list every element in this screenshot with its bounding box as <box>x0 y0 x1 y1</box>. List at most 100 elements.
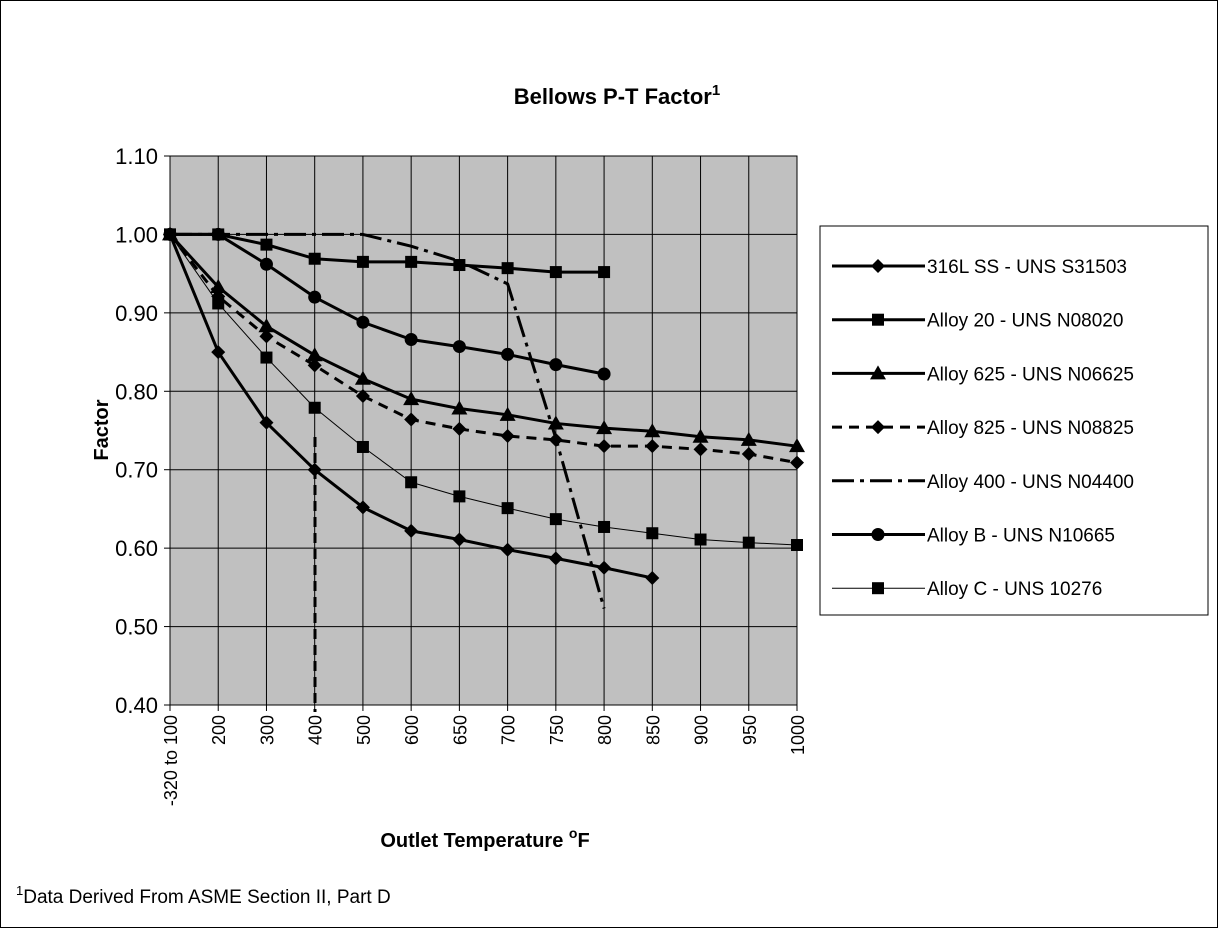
marker <box>598 520 611 533</box>
marker <box>404 523 419 538</box>
x-tick-label: 700 <box>499 715 519 745</box>
marker <box>308 290 322 304</box>
marker <box>500 428 515 443</box>
x-tick-label: 200 <box>209 715 229 745</box>
y-tick-label: 0.70 <box>115 458 158 483</box>
series-line <box>170 232 605 376</box>
legend-label: Alloy 20 - UNS N08020 <box>927 311 1123 332</box>
footnote: 1Data Derived From ASME Section II, Part… <box>16 883 391 908</box>
marker <box>356 255 369 268</box>
marker <box>501 262 514 275</box>
x-tick-label: 650 <box>450 715 470 745</box>
marker <box>260 238 273 251</box>
marker <box>259 415 274 430</box>
footnote-text: Data Derived From ASME Section II, Part … <box>23 887 390 908</box>
x-tick-label: 400 <box>306 715 326 745</box>
x-tick-label: 1000 <box>788 715 808 755</box>
series-line <box>170 232 606 609</box>
marker <box>597 367 611 381</box>
marker <box>692 428 709 443</box>
marker <box>790 455 804 470</box>
marker <box>645 439 660 454</box>
marker <box>355 388 370 403</box>
marker <box>549 513 562 526</box>
marker <box>306 347 323 362</box>
marker <box>405 476 418 489</box>
x-tick-label: 950 <box>740 715 760 745</box>
marker <box>403 391 420 406</box>
marker <box>871 420 885 435</box>
marker <box>499 406 516 421</box>
series-line <box>169 234 798 546</box>
marker <box>789 438 805 453</box>
marker <box>355 500 370 515</box>
legend-label: Alloy 825 - UNS N08825 <box>927 418 1134 439</box>
marker <box>549 266 562 279</box>
y-tick-label: 0.40 <box>115 693 158 718</box>
marker <box>356 440 369 453</box>
marker <box>259 329 274 344</box>
marker <box>164 228 176 241</box>
marker <box>597 560 612 575</box>
x-tick-label: 850 <box>643 715 663 745</box>
marker <box>211 227 225 241</box>
marker <box>872 313 884 326</box>
legend-label: Alloy C - UNS 10276 <box>927 579 1102 600</box>
y-axis-label: Factor <box>91 399 113 460</box>
marker <box>308 401 321 414</box>
x-tick-label: -320 to 100 <box>161 715 181 806</box>
marker <box>260 351 273 364</box>
title-superscript: 1 <box>712 82 720 99</box>
marker <box>500 542 515 557</box>
marker <box>308 252 321 265</box>
marker <box>598 266 611 279</box>
x-tick-label: 800 <box>595 715 615 745</box>
marker <box>742 536 755 549</box>
series-line <box>170 232 605 274</box>
chart-title: Bellows P-T Factor1 <box>514 82 720 109</box>
marker <box>871 259 885 273</box>
legend-label: Alloy B - UNS N10665 <box>927 526 1115 547</box>
marker <box>452 532 467 547</box>
y-tick-label: 0.90 <box>115 301 158 326</box>
marker <box>259 257 273 271</box>
x-label-unit: F <box>577 830 589 852</box>
marker <box>451 400 468 415</box>
marker <box>694 533 707 546</box>
x-tick-label: 900 <box>692 715 712 745</box>
marker <box>212 297 225 310</box>
x-label-text: Outlet Temperature <box>380 830 569 852</box>
legend <box>819 225 1209 616</box>
marker <box>501 347 515 361</box>
plot-border <box>169 155 798 706</box>
marker <box>211 345 226 360</box>
marker <box>596 420 613 435</box>
marker <box>453 259 466 272</box>
marker <box>693 442 708 457</box>
marker <box>872 582 884 595</box>
marker <box>548 551 563 566</box>
marker <box>741 447 756 462</box>
x-label-superscript: o <box>569 825 578 841</box>
marker <box>501 502 514 515</box>
plot-area: 0.40 0.50 0.60 0.70 0.80 0.90 1.00 1.10 -320 to … <box>115 144 808 806</box>
footnote-marker: 1 <box>16 883 23 898</box>
marker <box>356 315 370 329</box>
legend-label: Alloy 400 - UNS N04400 <box>927 472 1134 493</box>
marker <box>597 439 612 454</box>
x-tick-label: 600 <box>402 715 422 745</box>
marker <box>404 412 419 427</box>
marker <box>453 490 466 503</box>
series-line <box>168 233 798 448</box>
marker <box>452 421 467 436</box>
legend-label: 316L SS - UNS S31503 <box>927 257 1127 278</box>
y-tick-label: 0.80 <box>115 379 158 404</box>
y-tick-label: 1.00 <box>115 222 158 247</box>
plot-background <box>170 156 797 705</box>
marker <box>871 528 885 541</box>
marker <box>549 358 563 372</box>
marker <box>644 423 661 438</box>
legend-label: Alloy 625 - UNS N06625 <box>927 364 1134 385</box>
y-tick-label: 0.60 <box>115 536 158 561</box>
y-tick-label: 1.10 <box>115 144 158 169</box>
